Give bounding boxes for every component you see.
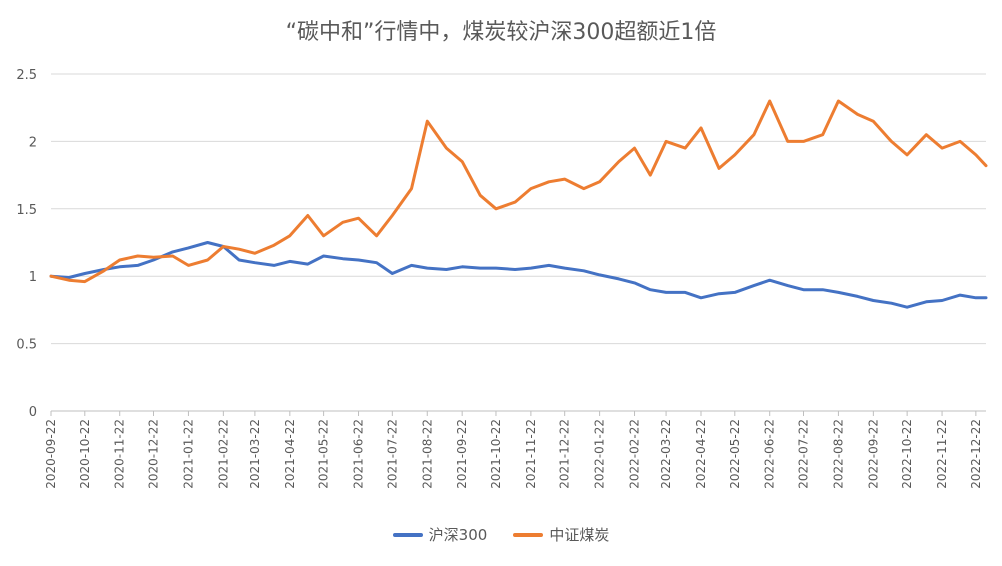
x-axis: 2020-09-22 2020-10-22 2020-11-22 2020-12-22…: [44, 411, 983, 489]
y-tick-label: 1.5: [16, 203, 37, 218]
x-tick-label: 2021-03-22: [248, 419, 262, 489]
x-tick-label: 2021-02-22: [216, 419, 230, 489]
x-tick-label: 2022-07-22: [797, 419, 811, 489]
x-tick-label: 2021-10-22: [489, 419, 503, 489]
x-tick-label: 2022-10-22: [900, 419, 914, 489]
y-tick-label: 0: [29, 405, 37, 420]
x-tick-label: 2021-07-22: [385, 419, 399, 489]
gridlines: [51, 73, 986, 412]
legend-label: 沪深300: [428, 526, 488, 544]
y-tick-label: 2.5: [16, 68, 37, 83]
x-tick-label: 2021-08-22: [420, 419, 434, 489]
x-tick-label: 2022-03-22: [659, 419, 673, 489]
x-tick-label: 2021-01-22: [181, 419, 195, 489]
series-line-0: [49, 241, 988, 309]
x-tick-label: 2021-09-22: [455, 419, 469, 489]
y-axis: 0 0.5 1 1.5 2 2.5: [16, 68, 37, 420]
x-tick-label: 2021-04-22: [283, 419, 297, 489]
chart-title: “碳中和”行情中，煤炭较沪深300超额近1倍: [285, 20, 717, 45]
x-tick-label: 2022-05-22: [728, 419, 742, 489]
x-tick-label: 2020-10-22: [78, 419, 92, 489]
x-tick-label: 2022-11-22: [935, 419, 949, 489]
y-tick-label: 1: [29, 270, 37, 285]
x-tick-label: 2020-09-22: [44, 419, 58, 489]
x-tick-label: 2021-11-22: [524, 419, 538, 489]
series-lines: [49, 99, 988, 309]
x-tick-label: 2022-04-22: [694, 419, 708, 489]
legend-swatch: [392, 532, 423, 537]
x-tick-label: 2022-06-22: [763, 419, 777, 489]
x-tick-label: 2022-09-22: [866, 419, 880, 489]
series-line-1: [49, 99, 988, 284]
legend-item: 沪深300: [392, 524, 488, 545]
legend-swatch: [513, 532, 544, 537]
x-tick-label: 2022-12-22: [969, 419, 983, 489]
legend: 沪深300 中证煤炭: [0, 524, 1002, 545]
legend-item: 中证煤炭: [513, 524, 609, 545]
x-tick-label: 2021-12-22: [558, 419, 572, 489]
x-tick-label: 2022-02-22: [628, 419, 642, 489]
x-tick-label: 2020-12-22: [147, 419, 161, 489]
y-tick-label: 2: [29, 135, 37, 150]
x-tick-label: 2022-08-22: [831, 419, 845, 489]
x-tick-label: 2020-11-22: [113, 419, 127, 489]
x-tick-label: 2021-05-22: [317, 419, 331, 489]
legend-label: 中证煤炭: [549, 526, 610, 544]
y-tick-label: 0.5: [16, 338, 37, 353]
x-tick-label: 2021-06-22: [352, 419, 366, 489]
x-tick-label: 2022-01-22: [593, 419, 607, 489]
